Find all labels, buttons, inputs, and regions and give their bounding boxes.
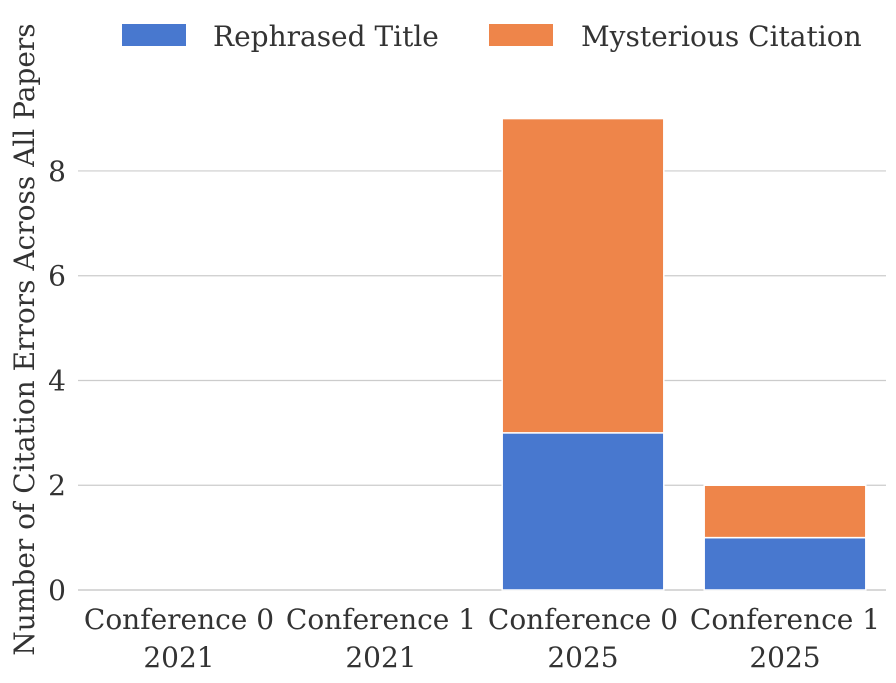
y-axis-label: Number of Citation Errors Across All Pap… bbox=[8, 23, 41, 655]
x-tick-label: 2021 bbox=[143, 641, 214, 674]
bar-rephrased-title bbox=[501, 432, 665, 591]
x-tick-label: Conference 1 bbox=[690, 603, 880, 636]
x-tick-label: Conference 0 bbox=[488, 603, 678, 636]
y-tick-label: 6 bbox=[48, 260, 66, 293]
y-tick-labels: 0 2 4 6 8 bbox=[48, 155, 66, 607]
bar-mysterious-citation bbox=[501, 117, 665, 434]
legend: Rephrased Title Mysterious Citation bbox=[122, 20, 862, 53]
x-tick-labels: Conference 0 2021 Conference 1 2021 Conferen… bbox=[84, 603, 880, 674]
legend-swatch bbox=[489, 24, 553, 46]
bar-mysterious-citation bbox=[703, 484, 867, 539]
legend-label: Rephrased Title bbox=[213, 20, 439, 53]
legend-swatch bbox=[122, 24, 186, 46]
legend-label: Mysterious Citation bbox=[581, 20, 862, 53]
y-tick-label: 8 bbox=[48, 155, 66, 188]
x-tick-label: Conference 0 bbox=[84, 603, 274, 636]
y-tick-label: 4 bbox=[48, 364, 66, 397]
y-tick-label: 0 bbox=[48, 574, 66, 607]
bars bbox=[501, 117, 867, 591]
x-tick-label: Conference 1 bbox=[286, 603, 476, 636]
x-tick-label: 2025 bbox=[547, 641, 618, 674]
y-tick-label: 2 bbox=[48, 469, 66, 502]
x-tick-label: 2025 bbox=[749, 641, 820, 674]
bar-rephrased-title bbox=[703, 536, 867, 591]
x-tick-label: 2021 bbox=[345, 641, 416, 674]
